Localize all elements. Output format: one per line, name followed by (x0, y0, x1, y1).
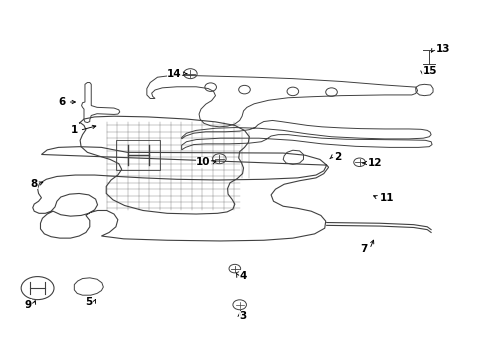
Text: 15: 15 (422, 66, 436, 76)
Text: 8: 8 (30, 179, 38, 189)
Text: 1: 1 (70, 125, 78, 135)
Text: 5: 5 (85, 297, 92, 307)
Text: 6: 6 (58, 97, 65, 107)
Text: 12: 12 (367, 158, 382, 168)
Text: 13: 13 (435, 44, 449, 54)
Text: 9: 9 (24, 300, 32, 310)
Text: 7: 7 (360, 244, 367, 254)
Text: 4: 4 (239, 271, 246, 281)
Text: 10: 10 (196, 157, 210, 167)
Text: 11: 11 (379, 193, 393, 203)
Text: 2: 2 (333, 152, 341, 162)
Text: 14: 14 (167, 69, 181, 79)
Text: 3: 3 (239, 311, 246, 321)
